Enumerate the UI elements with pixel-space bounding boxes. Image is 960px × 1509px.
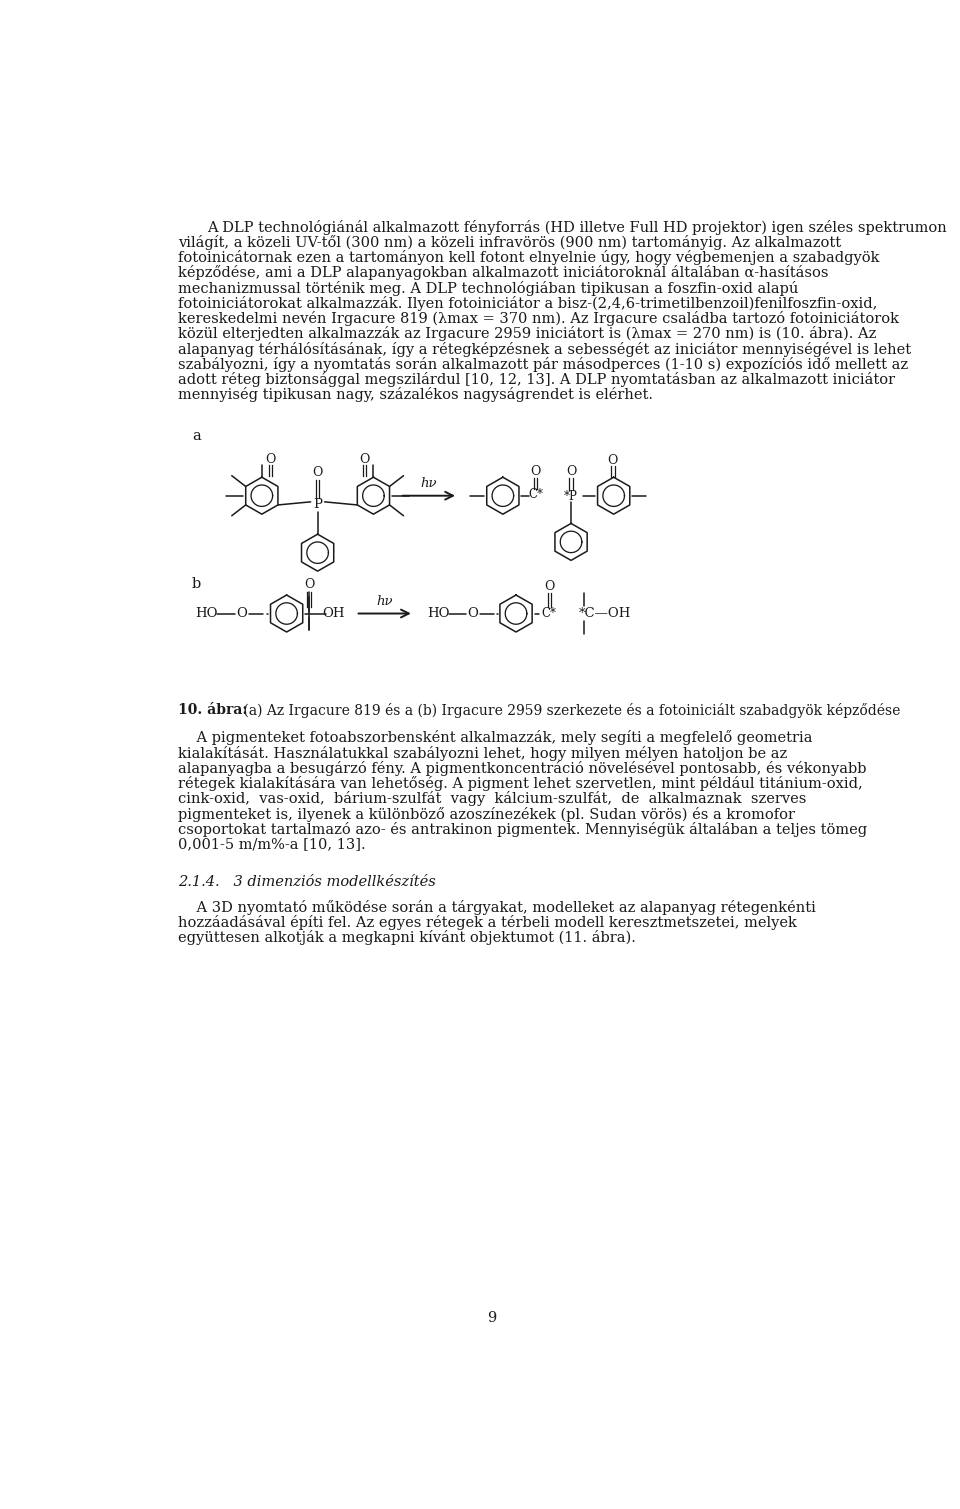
Text: O: O	[468, 607, 478, 620]
Text: cink-oxid,  vas-oxid,  bárium-szulfát  vagy  kálcium-szulfát,  de  alkalmaznak  : cink-oxid, vas-oxid, bárium-szulfát vagy…	[179, 791, 806, 806]
Text: HO: HO	[427, 607, 450, 620]
Text: mechanizmussal történik meg. A DLP technológiában tipikusan a foszfin-oxid alapú: mechanizmussal történik meg. A DLP techn…	[179, 281, 799, 296]
Text: C*: C*	[541, 607, 557, 620]
Text: O: O	[530, 465, 540, 477]
Text: HO: HO	[195, 607, 218, 620]
Text: A pigmenteket fotoabszorbensként alkalmazzák, mely segíti a megfelelő geometria: A pigmenteket fotoabszorbensként alkalma…	[179, 730, 812, 745]
Text: A 3D nyomtató működése során a tárgyakat, modelleket az alapanyag rétegenkénti: A 3D nyomtató működése során a tárgyakat…	[179, 899, 816, 914]
Text: O: O	[312, 466, 323, 478]
Text: a: a	[192, 429, 201, 442]
Text: adott réteg biztonsággal megszilárdul [10, 12, 13]. A DLP nyomtatásban az alkalm: adott réteg biztonsággal megszilárdul [1…	[179, 373, 896, 386]
Text: hν: hν	[420, 477, 437, 490]
Text: O: O	[565, 465, 576, 477]
Text: O: O	[304, 578, 314, 590]
Text: szabályozni, így a nyomtatás során alkalmazott pár másodperces (1-10 s) expozíci: szabályozni, így a nyomtatás során alkal…	[179, 356, 908, 371]
Text: közül elterjedten alkalmazzák az Irgacure 2959 iniciátort is (λmax = 270 nm) is : közül elterjedten alkalmazzák az Irgacur…	[179, 326, 876, 341]
Text: O: O	[608, 454, 618, 466]
Text: O: O	[544, 579, 555, 593]
Text: *P: *P	[564, 490, 578, 502]
Text: alapanyag térhálósításának, így a rétegképzésnek a sebességét az iniciátor menny: alapanyag térhálósításának, így a rétegk…	[179, 341, 911, 356]
Text: kereskedelmi nevén Irgacure 819 (λmax = 370 nm). Az Irgacure családba tartozó fo: kereskedelmi nevén Irgacure 819 (λmax = …	[179, 311, 900, 326]
Text: fotoiniciátorokat alkalmazzák. Ilyen fotoiniciátor a bisz-(2,4,6-trimetilbenzoil: fotoiniciátorokat alkalmazzák. Ilyen fot…	[179, 296, 877, 311]
Text: (a) Az Irgacure 819 és a (b) Irgacure 2959 szerkezete és a fotoiniciált szabadgy: (a) Az Irgacure 819 és a (b) Irgacure 29…	[239, 703, 900, 718]
Text: hozzáadásával építi fel. Az egyes rétegek a térbeli modell keresztmetszetei, mel: hozzáadásával építi fel. Az egyes rétege…	[179, 914, 797, 930]
Text: fotoinicátornak ezen a tartományon kell fotont elnyelnie úgy, hogy végbemenjen a: fotoinicátornak ezen a tartományon kell …	[179, 250, 879, 266]
Text: 10. ábra:: 10. ábra:	[179, 703, 248, 717]
Text: O: O	[266, 453, 276, 466]
Text: C*: C*	[528, 489, 543, 501]
Text: hν: hν	[376, 595, 393, 608]
Text: b: b	[192, 578, 202, 592]
Text: 2.1.4.   3 dimenziós modellkészítés: 2.1.4. 3 dimenziós modellkészítés	[179, 875, 436, 889]
Text: A DLP technológiánál alkalmazott fényforrás (HD illetve Full HD projektor) igen : A DLP technológiánál alkalmazott fényfor…	[207, 220, 948, 234]
Text: rétegek kialakítására van lehetőség. A pigment lehet szervetlen, mint például ti: rétegek kialakítására van lehetőség. A p…	[179, 776, 863, 791]
Text: O: O	[359, 453, 370, 466]
Text: 9: 9	[488, 1311, 496, 1325]
Text: kialakítását. Használatukkal szabályozni lehet, hogy milyen mélyen hatoljon be a: kialakítását. Használatukkal szabályozni…	[179, 745, 787, 761]
Text: mennyiség tipikusan nagy, százalékos nagyságrendet is elérhet.: mennyiség tipikusan nagy, százalékos nag…	[179, 388, 653, 403]
Text: pigmenteket is, ilyenek a különböző azoszínezékek (pl. Sudan vörös) és a kromofo: pigmenteket is, ilyenek a különböző azos…	[179, 806, 795, 821]
Text: világít, a közeli UV-től (300 nm) a közeli infravörös (900 nm) tartományig. Az a: világít, a közeli UV-től (300 nm) a köze…	[179, 235, 841, 250]
Text: csoportokat tartalmazó azo- és antrakinon pigmentek. Mennyiségük általában a tel: csoportokat tartalmazó azo- és antrakino…	[179, 822, 867, 837]
Text: OH: OH	[323, 607, 346, 620]
Text: együttesen alkotják a megkapni kívánt objektumot (11. ábra).: együttesen alkotják a megkapni kívánt ob…	[179, 930, 636, 945]
Text: 0,001-5 m/m%-a [10, 13].: 0,001-5 m/m%-a [10, 13].	[179, 837, 366, 851]
Text: képződése, ami a DLP alapanyagokban alkalmazott iniciátoroknál általában α-hasít: képződése, ami a DLP alapanyagokban alka…	[179, 266, 828, 281]
Text: O: O	[236, 607, 247, 620]
Text: alapanyagba a besugárzó fény. A pigmentkoncentráció növelésével pontosabb, és vé: alapanyagba a besugárzó fény. A pigmentk…	[179, 761, 867, 776]
Text: *C—OH: *C—OH	[579, 607, 631, 620]
Text: P: P	[313, 498, 323, 512]
